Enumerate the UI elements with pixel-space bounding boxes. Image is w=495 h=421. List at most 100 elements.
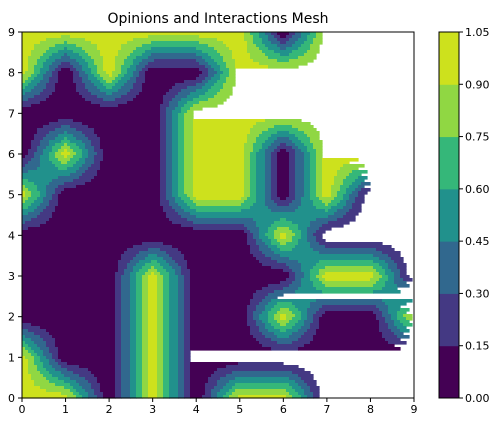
contour-band-segment <box>142 368 149 372</box>
contour-band-segment <box>130 290 137 294</box>
contour-band-segment <box>76 86 86 90</box>
contour-band-segment <box>211 77 221 81</box>
contour-band-segment <box>175 107 182 111</box>
contour-band-segment <box>61 68 71 72</box>
contour-band-segment <box>178 371 185 375</box>
contour-band-segment <box>265 152 272 156</box>
contour-band-segment <box>103 56 116 60</box>
contour-band-segment <box>121 341 131 345</box>
contour-band-segment <box>148 311 158 315</box>
contour-band-segment <box>40 326 116 330</box>
contour-band-segment <box>205 83 215 87</box>
contour-band-segment <box>22 47 35 51</box>
contour-band-segment <box>169 263 179 267</box>
contour-band-segment <box>187 95 200 99</box>
contour-band-segment <box>115 287 122 291</box>
contour-band-segment <box>178 344 185 348</box>
contour-band-segment <box>55 209 164 213</box>
contour-band-segment <box>70 62 80 66</box>
contour-band-segment <box>46 59 56 63</box>
contour-band-segment <box>169 326 179 330</box>
contour-band-segment <box>28 179 53 183</box>
contour-band-segment <box>343 197 350 201</box>
contour-band-segment <box>148 377 158 381</box>
contour-band-segment <box>133 269 140 273</box>
contour-band-segment <box>67 53 80 57</box>
contour-band-segment <box>295 272 305 276</box>
contour-band-segment <box>277 44 293 48</box>
contour-band-segment <box>37 197 44 201</box>
contour-band-segment <box>193 191 245 195</box>
contour-band-segment <box>268 35 275 39</box>
contour-band-segment <box>169 254 185 258</box>
contour-band-segment <box>169 362 179 366</box>
contour-band-segment <box>22 146 32 150</box>
contour-band-segment <box>298 242 311 246</box>
contour-band-segment <box>169 314 179 318</box>
contour-band-segment <box>181 110 188 114</box>
contour-band-segment <box>289 194 296 198</box>
contour-band-segment <box>22 320 116 324</box>
contour-band-segment <box>292 302 311 306</box>
contour-band-segment <box>271 143 281 147</box>
contour-band-segment <box>178 374 185 378</box>
contour-band-segment <box>184 356 191 360</box>
contour-band-segment <box>22 185 26 189</box>
contour-band-segment <box>157 260 167 264</box>
contour-band-segment <box>184 161 194 165</box>
contour-band-segment <box>91 101 128 105</box>
contour-band-segment <box>61 125 71 129</box>
contour-band-segment <box>172 164 179 168</box>
contour-band-segment <box>148 317 158 321</box>
contour-band-segment <box>34 65 44 69</box>
contour-band-segment <box>301 200 314 204</box>
contour-band-segment <box>337 191 347 195</box>
contour-band-segment <box>88 137 101 141</box>
contour-band-segment <box>148 341 158 345</box>
contour-band-segment <box>178 299 185 303</box>
contour-band-segment <box>88 152 98 156</box>
contour-band-segment <box>184 320 191 324</box>
contour-band-segment <box>385 302 407 306</box>
contour-band-segment <box>337 170 353 174</box>
contour-band-segment <box>166 251 182 255</box>
contour-band-segment <box>163 302 170 306</box>
contour-band-segment <box>268 302 278 306</box>
contour-band-segment <box>103 62 116 66</box>
contour-band-segment <box>160 179 167 183</box>
contour-band-segment <box>184 209 197 213</box>
contour-band-segment <box>145 74 200 78</box>
contour-band-segment <box>142 326 149 330</box>
contour-band-segment <box>205 383 218 387</box>
contour-band-segment <box>193 158 245 162</box>
contour-band-segment <box>289 32 296 36</box>
contour-band-segment <box>130 299 137 303</box>
contour-band-segment <box>250 128 269 132</box>
contour-band-segment <box>55 143 65 147</box>
contour-band-segment <box>142 83 176 87</box>
contour-band-segment <box>358 185 365 189</box>
contour-band-segment <box>43 149 53 153</box>
contour-band-segment <box>286 395 293 399</box>
contour-band-segment <box>22 308 116 312</box>
contour-band-segment <box>382 332 395 336</box>
contour-band-segment <box>184 386 191 390</box>
contour-band-segment <box>193 161 245 165</box>
contour-band-segment <box>142 338 149 342</box>
contour-band-segment <box>334 197 344 201</box>
contour-band-segment <box>118 104 161 108</box>
contour-band-segment <box>244 230 251 234</box>
contour-band-segment <box>382 287 398 291</box>
contour-band-segment <box>184 182 194 186</box>
contour-band-segment <box>115 341 122 345</box>
contour-band-segment <box>121 323 131 327</box>
contour-band-segment <box>310 221 329 225</box>
contour-band-segment <box>130 329 137 333</box>
contour-band-segment <box>88 380 98 384</box>
contour-band-segment <box>40 158 50 162</box>
contour-band-segment <box>22 314 116 318</box>
contour-band-segment <box>85 143 92 147</box>
contour-band-segment <box>184 332 191 336</box>
contour-band-segment <box>166 158 173 162</box>
